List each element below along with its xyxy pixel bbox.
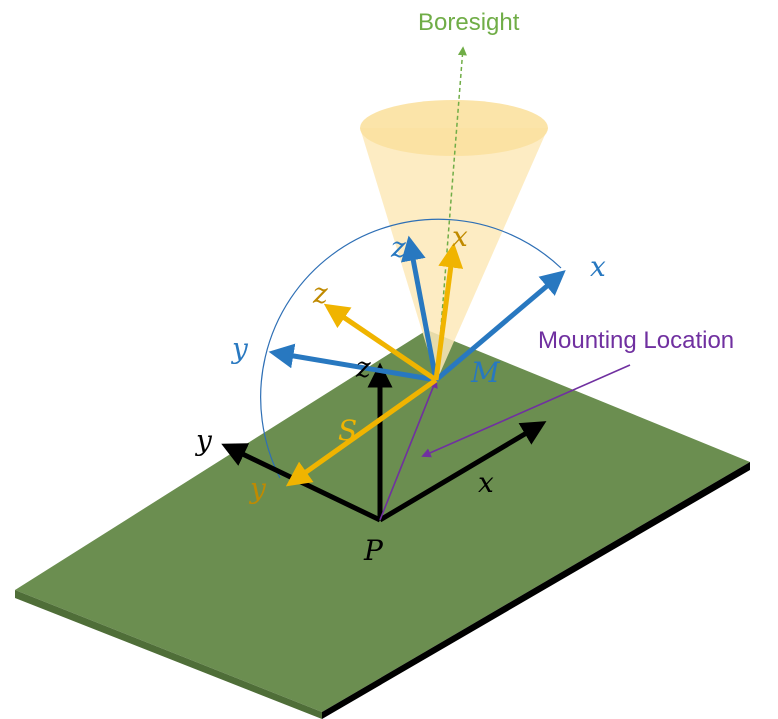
mount-y-label: y (230, 332, 249, 365)
sensor-z-label: z (312, 277, 328, 310)
sensor-x-label: x (452, 220, 468, 253)
mount-z-axis (400, 235, 439, 381)
rotation-arc (260, 218, 562, 479)
sensor-y-axis (285, 377, 438, 487)
sensor-z-axis (323, 303, 438, 383)
platform-x-label: x (478, 466, 494, 499)
sensor-axes (285, 242, 464, 487)
mount-point-label: M (470, 356, 501, 389)
platform-origin-label: P (363, 534, 384, 567)
mounting-location-leader (421, 364, 631, 458)
fov-cone-top (360, 100, 548, 156)
mount-x-label: x (590, 250, 606, 283)
platform-x-axis (378, 421, 547, 523)
mount-x-axis (434, 270, 566, 382)
sensor-x-axis (433, 242, 464, 381)
boresight-line (436, 46, 467, 379)
boresight-label: Boresight (418, 9, 520, 36)
mount-z-label: z (390, 231, 406, 264)
mounting-location-label: Mounting Location (538, 327, 734, 354)
mount-axes (268, 235, 566, 383)
sensor-y-label: y (248, 472, 267, 505)
mount-y-axis (268, 343, 437, 383)
sensor-vector-label: S (338, 414, 357, 447)
platform-y-label: y (194, 424, 213, 457)
platform-front-edge (15, 590, 322, 719)
mount-vector (379, 378, 438, 521)
platform-z-label: z (355, 351, 371, 384)
platform-side-edge (322, 462, 750, 719)
